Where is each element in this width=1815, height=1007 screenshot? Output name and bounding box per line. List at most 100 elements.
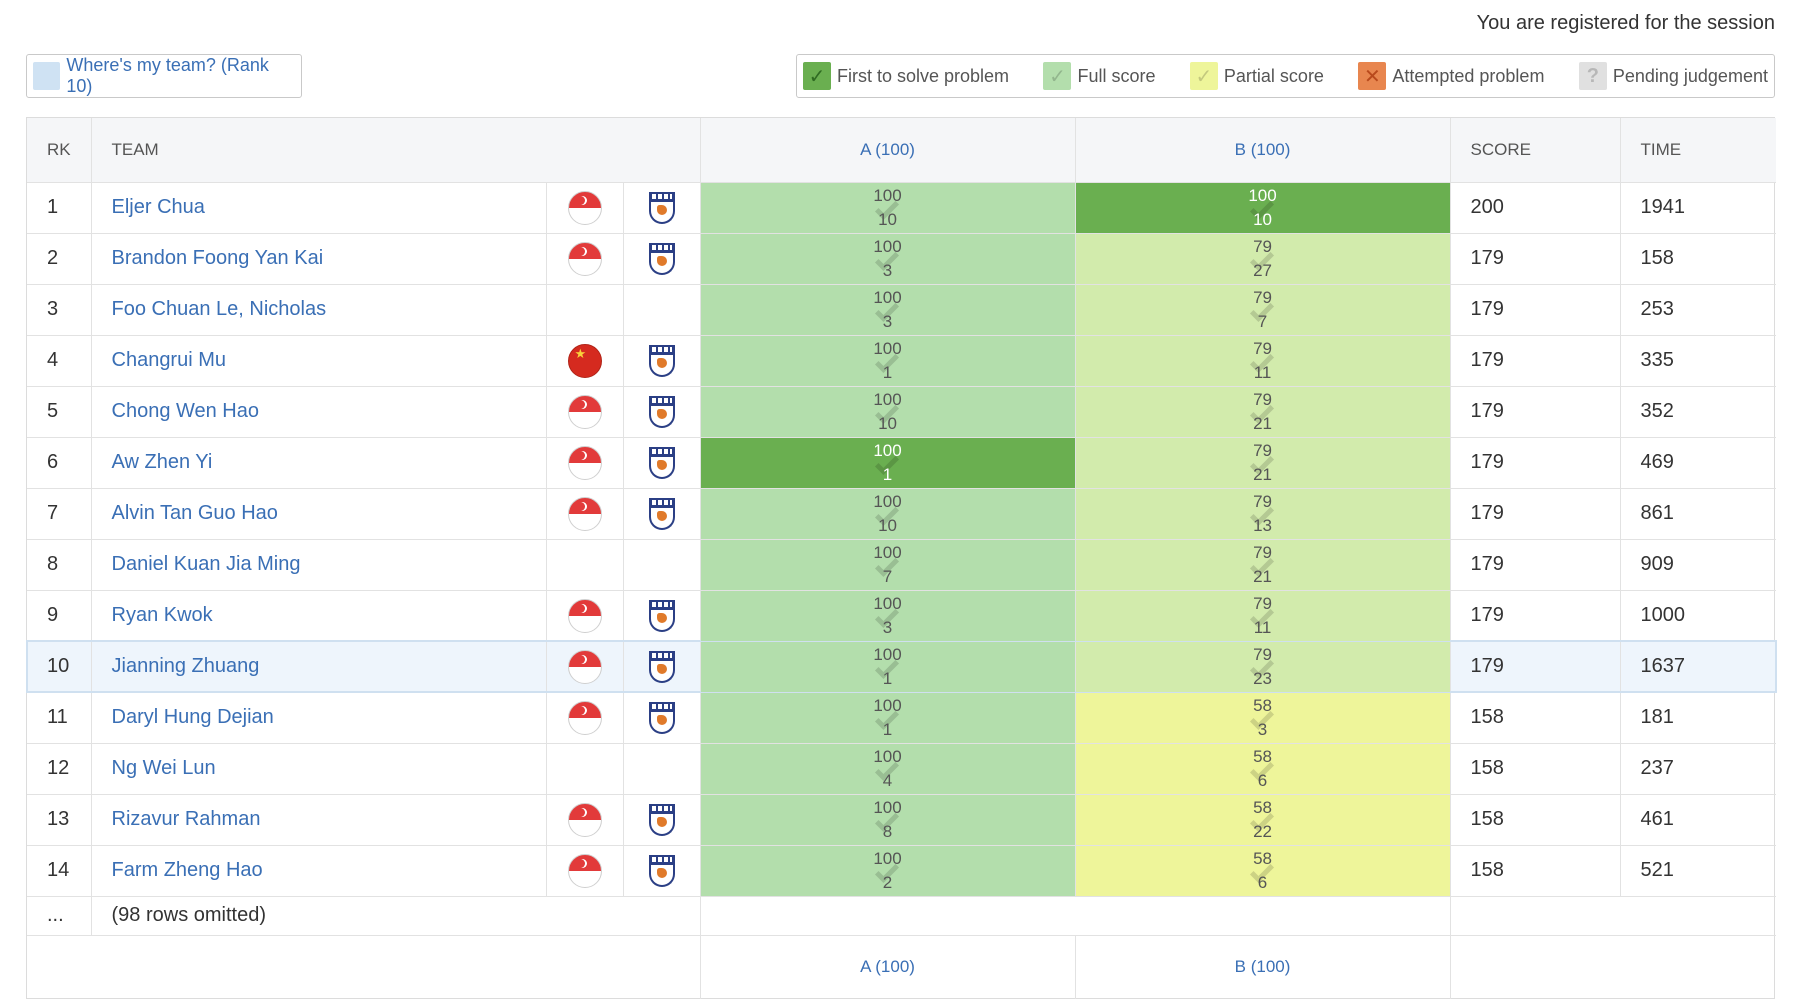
crest-top <box>648 650 675 661</box>
rank-cell: 1 <box>27 182 91 234</box>
column-header-team[interactable]: TEAM <box>90 118 701 183</box>
score-cell: 179 <box>1449 488 1621 540</box>
rank-cell: 6 <box>27 437 91 489</box>
problem-score: 79 <box>1253 542 1272 562</box>
singapore-flag-icon <box>567 700 602 735</box>
team-name-link[interactable]: Farm Zheng Hao <box>111 859 263 881</box>
problem-a-cell[interactable]: 100 1 <box>699 641 1076 693</box>
team-name-link[interactable]: Changrui Mu <box>111 349 227 371</box>
problem-attempts: 10 <box>1253 209 1272 229</box>
flag-cell <box>545 182 623 234</box>
problem-score: 100 <box>873 389 902 409</box>
team-name-link[interactable]: Aw Zhen Yi <box>111 451 213 473</box>
problem-score: 100 <box>873 440 902 460</box>
problem-a-cell[interactable]: 100 10 <box>699 386 1076 438</box>
highlight-swatch-icon <box>33 62 61 90</box>
problem-b-cell[interactable]: 79 21 <box>1074 386 1451 438</box>
problem-a-cell[interactable]: 100 7 <box>699 539 1076 591</box>
team-name-link[interactable]: Alvin Tan Guo Hao <box>111 502 278 524</box>
problem-attempts: 21 <box>1253 566 1272 586</box>
team-name-link[interactable]: Ng Wei Lun <box>111 757 216 779</box>
team-name-link[interactable]: Foo Chuan Le, Nicholas <box>111 298 327 320</box>
column-header-problem-b[interactable]: B (100) <box>1074 118 1451 183</box>
table-row: 8 Daniel Kuan Jia Ming 100 7 79 21 179 909 <box>27 539 1777 591</box>
problem-score: 79 <box>1253 389 1272 409</box>
problem-b-cell[interactable]: 79 7 <box>1074 284 1451 336</box>
problem-b-cell[interactable]: 79 27 <box>1074 233 1451 285</box>
singapore-flag-icon <box>567 190 602 225</box>
find-my-team-button[interactable]: Where's my team? (Rank 10) <box>26 54 302 98</box>
problem-b-cell[interactable]: 58 6 <box>1074 845 1451 897</box>
singapore-flag-icon <box>567 649 602 684</box>
time-cell: 461 <box>1619 794 1777 846</box>
problem-a-cell[interactable]: 100 8 <box>699 794 1076 846</box>
problem-score: 100 <box>873 746 902 766</box>
crest-top <box>648 701 675 712</box>
problem-b-cell[interactable]: 79 21 <box>1074 437 1451 489</box>
legend-item-first: ✓ First to solve problem <box>803 62 1009 90</box>
problem-b-cell[interactable]: 79 23 <box>1074 641 1451 693</box>
team-name-link[interactable]: Daniel Kuan Jia Ming <box>111 553 301 575</box>
time-cell: 861 <box>1619 488 1777 540</box>
column-header-time[interactable]: TIME <box>1619 118 1777 183</box>
problem-attempts: 21 <box>1253 413 1272 433</box>
problem-score: 100 <box>1248 185 1277 205</box>
team-name-link[interactable]: Daryl Hung Dejian <box>111 706 274 728</box>
team-name-link[interactable]: Chong Wen Hao <box>111 400 260 422</box>
problem-a-cell[interactable]: 100 3 <box>699 284 1076 336</box>
legend: ✓ First to solve problem ✓ Full score ✓ Parti… <box>796 54 1775 98</box>
footer-problem-b[interactable]: B (100) <box>1074 935 1451 999</box>
problem-a-cell[interactable]: 100 1 <box>699 335 1076 387</box>
table-row: 13 Rizavur Rahman 100 8 58 22 158 461 <box>27 794 1777 846</box>
problem-a-cell[interactable]: 100 10 <box>699 182 1076 234</box>
singapore-flag-icon <box>567 802 602 837</box>
problem-b-cell[interactable]: 79 13 <box>1074 488 1451 540</box>
problem-score: 100 <box>873 593 902 613</box>
team-name-link[interactable]: Brandon Foong Yan Kai <box>111 247 324 269</box>
score-cell: 158 <box>1449 845 1621 897</box>
team-name-link[interactable]: Jianning Zhuang <box>111 655 260 677</box>
problem-b-cell[interactable]: 100 10 <box>1074 182 1451 234</box>
column-header-score[interactable]: SCORE <box>1449 118 1621 183</box>
team-cell: Daryl Hung Dejian <box>90 692 546 744</box>
problem-b-cell[interactable]: 58 6 <box>1074 743 1451 795</box>
legend-first-icon: ✓ <box>803 62 831 90</box>
problem-a-cell[interactable]: 100 1 <box>699 437 1076 489</box>
column-header-problem-a[interactable]: A (100) <box>699 118 1076 183</box>
problem-a-cell[interactable]: 100 10 <box>699 488 1076 540</box>
problem-a-cell[interactable]: 100 1 <box>699 692 1076 744</box>
legend-glyph-icon: ✓ <box>808 65 826 88</box>
team-name-link[interactable]: Ryan Kwok <box>111 604 213 626</box>
problem-a-cell[interactable]: 100 2 <box>699 845 1076 897</box>
problem-b-cell[interactable]: 79 11 <box>1074 335 1451 387</box>
flag-cell <box>545 335 623 387</box>
team-cell: Ryan Kwok <box>90 590 546 642</box>
school-logo-cell <box>622 641 701 693</box>
crest-shield <box>648 609 675 632</box>
school-logo-cell <box>622 437 701 489</box>
problem-b-cell[interactable]: 58 3 <box>1074 692 1451 744</box>
problem-a-cell[interactable]: 100 3 <box>699 233 1076 285</box>
problem-b-cell[interactable]: 79 11 <box>1074 590 1451 642</box>
problem-attempts: 11 <box>1253 617 1272 637</box>
problem-a-cell[interactable]: 100 4 <box>699 743 1076 795</box>
crest-shield <box>648 813 675 836</box>
score-cell: 179 <box>1449 284 1621 336</box>
column-header-rank[interactable]: RK <box>27 118 91 183</box>
singapore-flag-icon <box>567 394 602 429</box>
problem-score: 79 <box>1253 287 1272 307</box>
problem-b-cell[interactable]: 79 21 <box>1074 539 1451 591</box>
problem-b-cell[interactable]: 58 22 <box>1074 794 1451 846</box>
problem-attempts: 10 <box>878 209 897 229</box>
omitted-spacer-right <box>1449 896 1777 936</box>
team-name-link[interactable]: Rizavur Rahman <box>111 808 261 830</box>
legend-item-partial: ✓ Partial score <box>1189 62 1324 90</box>
team-name-link[interactable]: Eljer Chua <box>111 196 205 218</box>
crest-shield <box>648 660 675 683</box>
rank-cell: 10 <box>27 641 91 693</box>
school-logo-cell <box>622 845 701 897</box>
problem-a-cell[interactable]: 100 3 <box>699 590 1076 642</box>
footer-problem-a[interactable]: A (100) <box>699 935 1076 999</box>
flag-cell <box>545 233 623 285</box>
crest-shield <box>648 456 675 479</box>
